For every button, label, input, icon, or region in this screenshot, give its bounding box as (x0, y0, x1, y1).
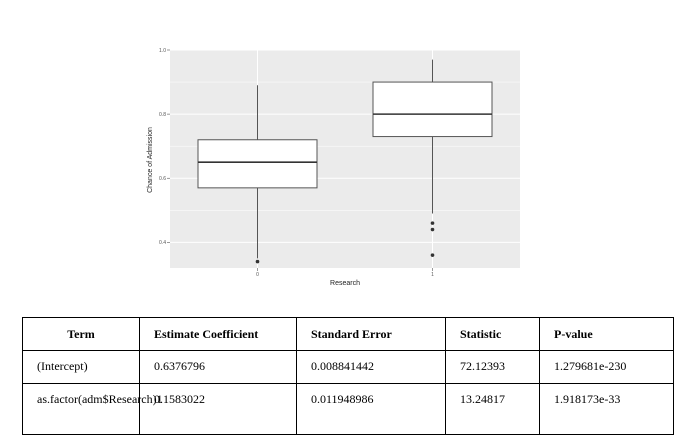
cell-statistic: 13.24817 (445, 383, 540, 435)
regression-table: Term Estimate Coefficient Standard Error… (22, 317, 674, 435)
table-row: (Intercept) 0.6376796 0.008841442 72.123… (22, 350, 674, 384)
outlier-point (430, 227, 435, 232)
cell-term: as.factor(adm$Research)1 (22, 383, 163, 435)
x-tick-label: 1 (431, 272, 434, 278)
cell-estimate: 0.1583022 (139, 383, 297, 435)
cell-estimate: 0.6376796 (139, 350, 297, 384)
header-estimate: Estimate Coefficient (139, 317, 297, 351)
outlier-point (255, 259, 260, 264)
cell-statistic: 72.12393 (445, 350, 540, 384)
table-header-row: Term Estimate Coefficient Standard Error… (22, 317, 674, 351)
cell-std-error: 0.008841442 (296, 350, 446, 384)
header-std-error: Standard Error (296, 317, 446, 351)
x-axis-title: Research (330, 280, 360, 287)
box-0 (197, 85, 318, 264)
y-tick-label: 0.6 (159, 176, 166, 182)
table-row: as.factor(adm$Research)1 0.1583022 0.011… (22, 383, 674, 435)
outlier-point (430, 221, 435, 225)
outlier-point (430, 253, 435, 257)
cell-std-error: 0.011948986 (296, 383, 446, 435)
box-iqr (372, 81, 493, 138)
cell-p-value: 1.279681e-230 (539, 350, 674, 384)
y-tick-label: 0.4 (159, 240, 166, 246)
cell-term: (Intercept) (22, 350, 140, 384)
header-term: Term (22, 317, 140, 351)
box-iqr (197, 139, 318, 189)
x-tick-label: 0 (256, 272, 259, 278)
y-tick-label: 1.0 (159, 48, 166, 54)
header-p-value: P-value (539, 317, 674, 351)
header-statistic: Statistic (445, 317, 540, 351)
y-axis-title: Chance of Admission (147, 127, 154, 193)
y-axis: 0.4 0.6 0.8 1.0 (159, 48, 170, 246)
box-group (197, 59, 493, 264)
cell-p-value: 1.918173e-33 (539, 383, 674, 435)
box-1 (372, 59, 493, 257)
y-tick-label: 0.8 (159, 112, 166, 118)
